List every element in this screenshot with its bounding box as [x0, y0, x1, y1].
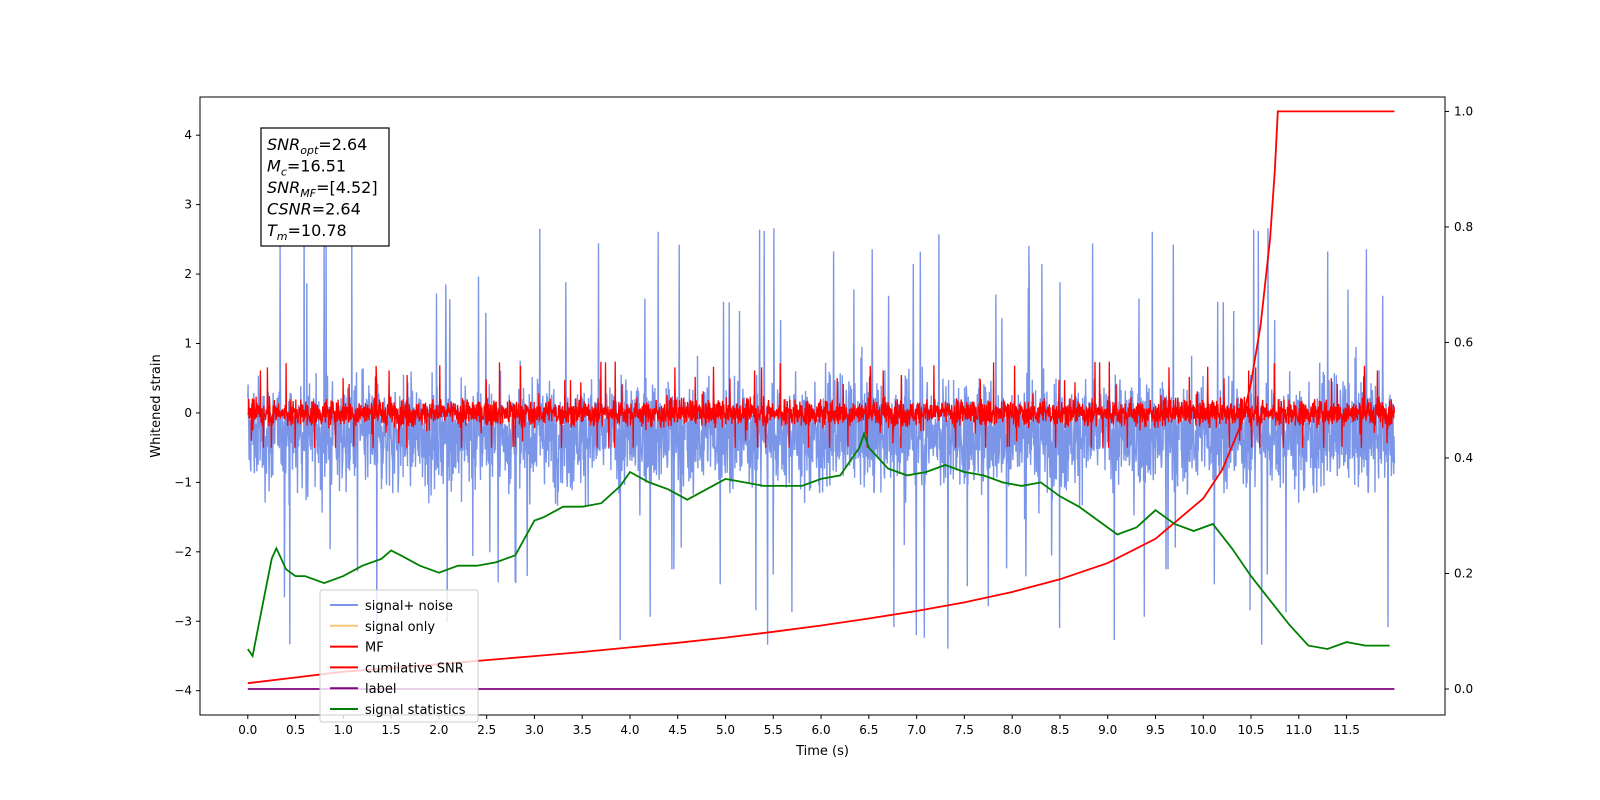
legend-label: signal statistics [365, 703, 466, 718]
x-tick-label: 11.0 [1285, 723, 1312, 737]
x-tick-label: 9.0 [1098, 723, 1117, 737]
annotation-value: =[4.52] [316, 178, 378, 197]
annotation-line: Mc=16.51 [267, 157, 346, 179]
x-tick-label: 3.5 [573, 723, 592, 737]
x-tick-label: 0.0 [238, 723, 257, 737]
series-signal-statistics [247, 431, 1390, 659]
annotation-symbol: SNR [267, 135, 300, 154]
y-axis-right: 0.0 0.2 0.4 0.6 0.8 1.0 [1445, 104, 1473, 696]
x-tick-label: 4.0 [620, 723, 639, 737]
y-tick-label: 4 [184, 128, 192, 142]
annotation-frame [260, 127, 390, 247]
annotation-value: =2.64 [318, 135, 367, 154]
y2-tick-label: 0.4 [1454, 451, 1473, 465]
series-mf [247, 361, 1396, 448]
annotation-symbol: M [267, 157, 281, 176]
legend-label: label [365, 682, 396, 697]
x-tick-label: 11.5 [1333, 723, 1360, 737]
x-tick-label: 9.5 [1146, 723, 1165, 737]
x-tick-label: 2.0 [429, 723, 448, 737]
x-tick-label: 5.0 [716, 723, 735, 737]
x-axis: 0.0 0.5 1.0 1.5 2.0 2.5 3.0 3.5 4.0 4.5 5.0 5.5 6.0 6… [238, 715, 1360, 737]
series-signal-noise [247, 214, 1396, 649]
x-tick-label: 7.0 [907, 723, 926, 737]
legend-label: signal only [365, 620, 435, 635]
y-axis-left: −4 −3 −2 −1 0 1 2 3 4 [174, 128, 200, 698]
y-tick-label: 3 [184, 198, 192, 212]
x-tick-label: 7.5 [955, 723, 974, 737]
y-tick-label: −2 [174, 545, 192, 559]
legend-label: signal+ noise [365, 599, 453, 614]
y2-tick-label: 0.8 [1454, 220, 1473, 234]
annotation-symbol: T [267, 221, 278, 240]
x-tick-label: 4.5 [668, 723, 687, 737]
y2-tick-label: 0.0 [1454, 682, 1473, 696]
x-tick-label: 5.5 [764, 723, 783, 737]
annotation-symbol: CSNR [267, 200, 312, 219]
x-tick-label: 10.5 [1238, 723, 1265, 737]
x-tick-label: 0.5 [286, 723, 305, 737]
series-cumilative-snr [247, 110, 1395, 685]
x-tick-label: 1.0 [334, 723, 353, 737]
legend-frame [319, 589, 479, 723]
x-axis-label: Time (s) [795, 744, 849, 759]
y-tick-label: −1 [174, 475, 192, 489]
annotation-subscript: m [277, 230, 288, 243]
y-tick-label: 0 [184, 406, 192, 420]
y-axis-label: Whitened strain [149, 354, 164, 457]
plot-frame [199, 96, 1446, 716]
x-tick-label: 8.5 [1050, 723, 1069, 737]
legend-label: cumilative SNR [365, 661, 464, 676]
x-tick-label: 3.0 [525, 723, 544, 737]
x-tick-label: 2.5 [477, 723, 496, 737]
annotation-subscript: opt [300, 144, 319, 157]
annotation-line: SNRopt=2.64 [267, 135, 367, 157]
x-tick-label: 6.0 [812, 723, 831, 737]
annotation-line: Tm=10.78 [267, 221, 347, 243]
y-tick-label: 1 [184, 337, 192, 351]
legend: signal+ noise signal only MF cumilative SNR… [319, 589, 479, 723]
y-tick-label: −3 [174, 614, 192, 628]
annotation-line: SNRMF=[4.52] [267, 178, 378, 200]
x-tick-label: 6.5 [859, 723, 878, 737]
y2-tick-label: 0.2 [1454, 566, 1473, 580]
legend-label: MF [365, 641, 384, 656]
y-tick-label: −4 [174, 684, 192, 698]
annotation-line: CSNR=2.64 [267, 200, 361, 219]
annotation-symbol: SNR [267, 178, 300, 197]
x-tick-label: 1.5 [382, 723, 401, 737]
annotation-value: =2.64 [312, 200, 361, 219]
stats-annotation-box: SNRopt=2.64Mc=16.51SNRMF=[4.52]CSNR=2.64… [260, 127, 390, 247]
y-tick-label: 2 [184, 267, 192, 281]
annotation-value: =10.78 [288, 221, 347, 240]
annotation-subscript: c [281, 166, 287, 179]
x-tick-label: 10.0 [1190, 723, 1217, 737]
annotation-subscript: MF [300, 187, 316, 200]
y2-tick-label: 1.0 [1454, 104, 1473, 118]
annotation-value: =16.51 [287, 157, 346, 176]
y2-tick-label: 0.6 [1454, 335, 1473, 349]
x-tick-label: 8.0 [1003, 723, 1022, 737]
